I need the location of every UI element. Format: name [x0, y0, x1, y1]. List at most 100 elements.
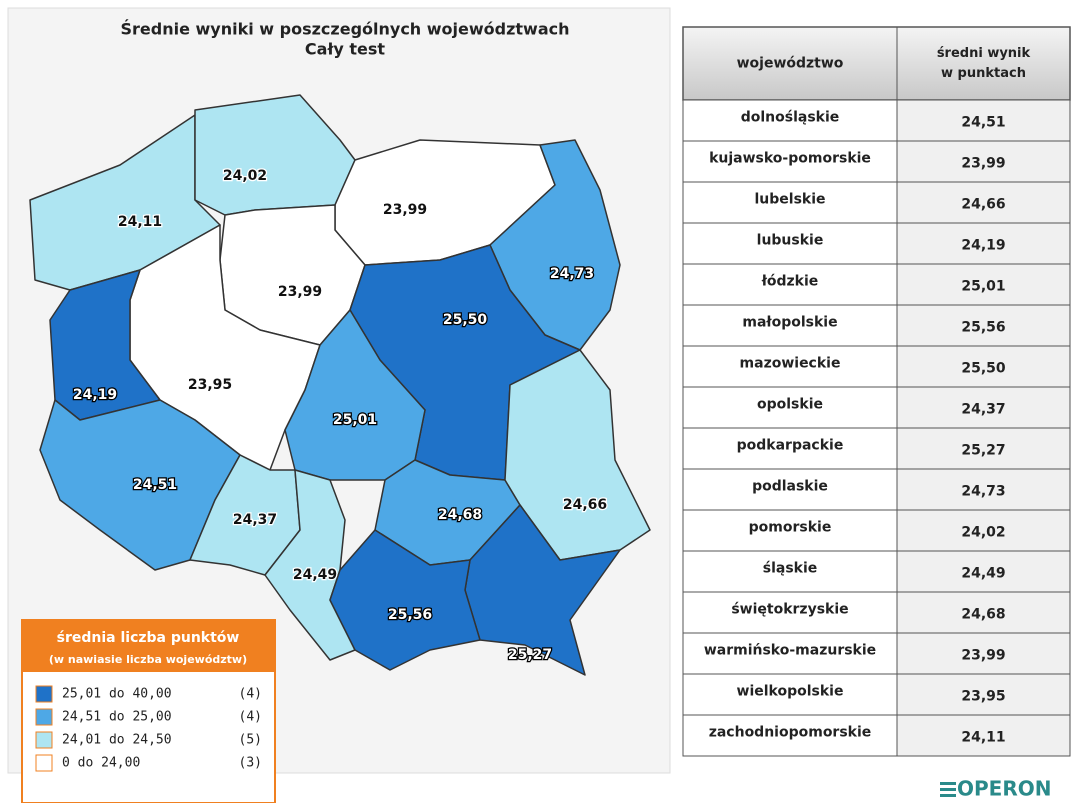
region-label: 24,73	[550, 266, 594, 282]
legend-subtitle: (w nawiasie liczba województw)	[49, 653, 247, 666]
name-cell	[682, 304, 898, 347]
name-cell	[682, 140, 898, 183]
region-label: 24,19	[73, 387, 117, 403]
region-name: wielkopolskie	[737, 684, 844, 700]
table-header	[682, 26, 1071, 101]
region-score: 24,37	[961, 402, 1005, 418]
region-label: 24,37	[233, 512, 277, 528]
legend-label: 25,01 do 40,00	[62, 687, 172, 702]
subtitle: Cały test	[305, 40, 386, 59]
value-cell	[896, 632, 1071, 675]
value-cell	[896, 714, 1071, 757]
region-name: łódzkie	[761, 274, 819, 290]
region-score: 24,66	[961, 197, 1005, 213]
region-name: śląskie	[763, 561, 818, 577]
region-label: 25,01	[333, 412, 377, 428]
region-label: 24,49	[293, 567, 337, 583]
name-cell	[682, 714, 898, 757]
table: województwo średni wynik w punktach dolnośl…	[682, 26, 1071, 757]
value-cell	[896, 386, 1071, 429]
name-cell	[682, 427, 898, 470]
legend-label: 24,51 do 25,00	[62, 710, 172, 725]
value-cell	[896, 673, 1071, 716]
region-name: podlaskie	[752, 479, 828, 495]
region-name: zachodniopomorskie	[709, 725, 872, 741]
value-cell	[896, 509, 1071, 552]
region	[504, 349, 651, 561]
region-score: 23,99	[961, 648, 1005, 664]
region-name: mazowieckie	[740, 356, 841, 372]
legend-label: 0 do 24,00	[62, 756, 140, 771]
header-cell: w punktach	[941, 66, 1026, 81]
name-cell	[682, 509, 898, 552]
region-label: 24,02	[223, 168, 267, 184]
region-score: 24,02	[961, 525, 1005, 541]
name-cell	[682, 591, 898, 634]
legend-swatch	[35, 685, 53, 703]
legend-count: (4)	[239, 710, 262, 725]
value-cell	[896, 468, 1071, 511]
legend-count: (4)	[239, 687, 262, 702]
legend-swatch	[35, 731, 53, 749]
legend-count: (5)	[239, 733, 262, 748]
region-label: 23,95	[188, 377, 232, 393]
region-label: 24,51	[133, 477, 177, 493]
region-label: 23,99	[383, 202, 427, 218]
value-cell	[896, 140, 1071, 183]
legend-count: (3)	[239, 756, 262, 771]
name-cell	[682, 386, 898, 429]
region-score: 24,19	[961, 238, 1005, 254]
logo-text: OPERON	[957, 777, 1051, 801]
region-name: dolnośląskie	[741, 110, 840, 126]
region-score: 25,56	[961, 320, 1005, 336]
region-score: 24,68	[961, 607, 1005, 623]
name-cell	[682, 550, 898, 593]
value-cell	[896, 550, 1071, 593]
region-label: 24,11	[118, 214, 162, 230]
map: 24,11 24,02 23,99 24,73 23,99 23,95 24,19 25,50…	[29, 94, 651, 676]
region-score: 25,50	[961, 361, 1006, 377]
name-cell	[682, 263, 898, 306]
region-score: 24,73	[961, 484, 1005, 500]
region-label: 25,27	[508, 647, 552, 663]
region-name: kujawsko-pomorskie	[709, 151, 871, 167]
region-name: lubelskie	[754, 192, 825, 208]
value-cell	[896, 99, 1071, 142]
region-label: 24,68	[438, 507, 482, 523]
region-score: 24,51	[961, 115, 1005, 131]
title: Średnie wyniki w poszczególnych wojewódz…	[120, 20, 569, 39]
legend: średnia liczba punktów (w nawiasie liczba…	[21, 619, 276, 803]
legend-title: średnia liczba punktów	[57, 630, 240, 646]
region-score: 24,11	[961, 730, 1005, 746]
region-score: 23,99	[961, 156, 1005, 172]
value-cell	[896, 181, 1071, 224]
header-cell: województwo	[737, 56, 844, 72]
region-name: lubuskie	[757, 233, 824, 249]
region-score: 25,01	[961, 279, 1005, 295]
header-cell: średni wynik	[937, 46, 1031, 61]
legend-label: 24,01 do 24,50	[62, 733, 172, 748]
value-cell	[896, 263, 1071, 306]
region-name: pomorskie	[749, 520, 832, 536]
region	[329, 529, 481, 671]
region-label: 25,56	[388, 607, 432, 623]
region-score: 24,49	[961, 566, 1005, 582]
region-label: 25,50	[443, 312, 488, 328]
legend-header	[22, 620, 275, 672]
region-label: 23,99	[278, 284, 322, 300]
region-name: warmińsko-mazurskie	[704, 643, 876, 659]
legend-swatch	[35, 754, 53, 772]
logo: OPERON	[940, 777, 1051, 801]
value-cell	[896, 304, 1071, 347]
value-cell	[896, 591, 1071, 634]
region-score: 23,95	[961, 689, 1005, 705]
region-name: małopolskie	[742, 315, 837, 331]
region-name: podkarpackie	[737, 438, 844, 454]
region-name: opolskie	[757, 397, 823, 413]
legend-swatch	[35, 708, 53, 726]
region-name: świętokrzyskie	[731, 602, 848, 618]
region-score: 25,27	[961, 443, 1005, 459]
region-label: 24,66	[563, 497, 607, 513]
